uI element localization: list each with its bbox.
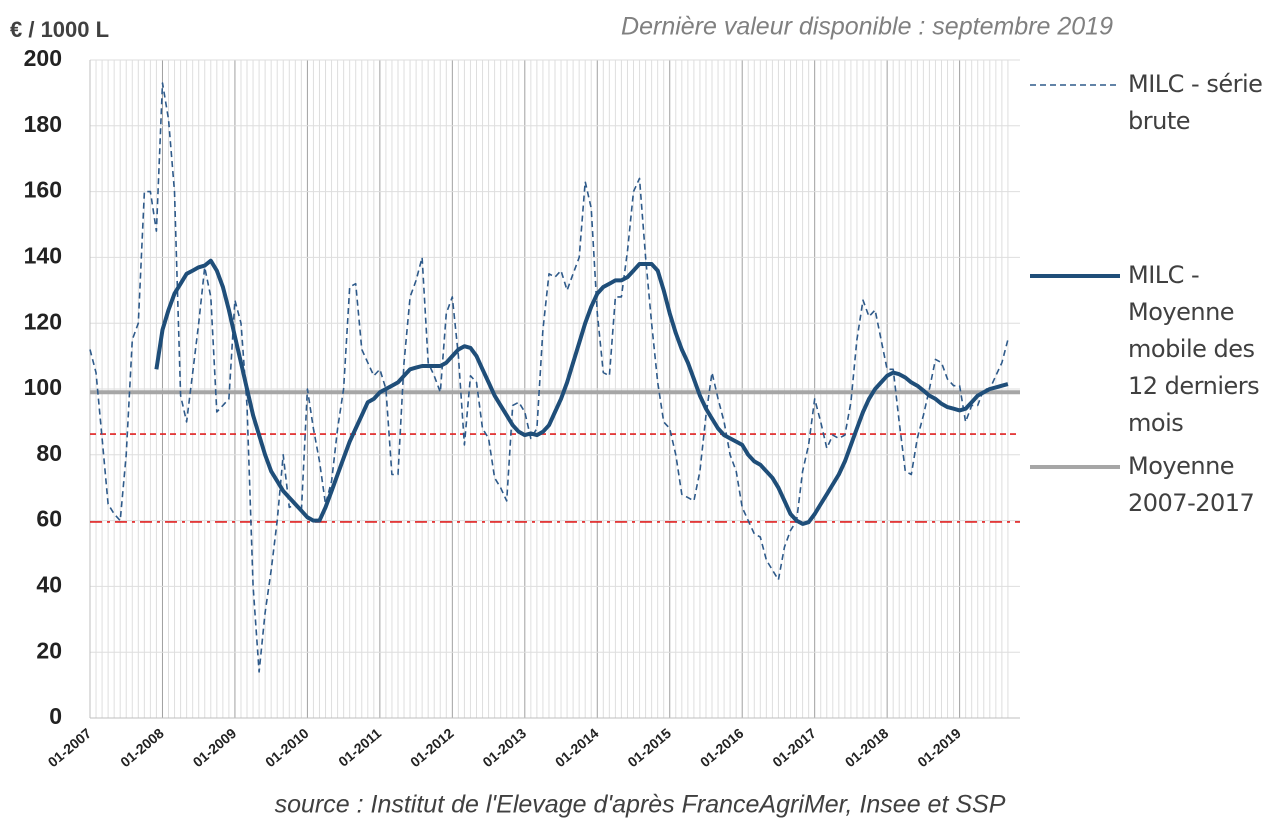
x-tick-label: 01-2008 [117,725,167,770]
legend-label: MILC - série brute [1128,70,1263,135]
x-tick-label: 01-2011 [335,725,384,770]
x-tick-label: 01-2007 [45,725,95,770]
y-tick-label: 140 [24,242,62,268]
x-tick-label: 01-2014 [552,725,602,770]
chart-subtitle: Dernière valeur disponible : septembre 2… [621,13,1113,41]
y-tick-label: 200 [24,45,62,71]
y-tick-label: 40 [36,571,62,597]
x-tick-label: 01-2019 [914,725,964,770]
x-tick-label: 01-2010 [262,725,312,770]
y-tick-label: 100 [24,374,62,400]
x-tick-label: 01-2013 [479,725,529,770]
series-line [89,82,1009,673]
x-tick-label: 01-2012 [407,725,457,770]
x-tick-label: 01-2009 [190,725,240,770]
y-tick-label: 120 [24,308,62,334]
chart-title: € / 1000 L [10,17,109,42]
series-line [154,258,1009,526]
x-tick-label: 01-2017 [769,725,819,770]
y-tick-label: 80 [36,440,62,466]
y-tick-label: 20 [36,637,62,663]
x-tick-label: 01-2015 [624,725,674,770]
legend-label: MILC - Moyenne mobile des 12 derniers mo… [1128,261,1260,437]
y-tick-label: 60 [36,506,62,532]
legend-label: Moyenne 2007-2017 [1128,452,1255,517]
y-tick-label: 160 [24,177,62,203]
x-tick-label: 01-2016 [697,725,747,770]
source-note: source : Institut de l'Elevage d'après F… [275,791,1006,819]
x-tick-label: 01-2018 [842,725,892,770]
y-tick-label: 0 [49,703,62,729]
y-tick-label: 180 [24,111,62,137]
